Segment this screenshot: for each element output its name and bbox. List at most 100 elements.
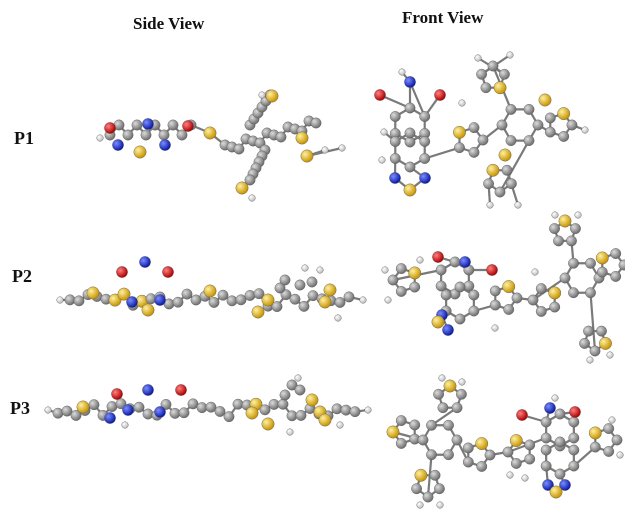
carbon-atom bbox=[389, 111, 401, 122]
carbon-atom bbox=[568, 257, 579, 269]
carbon-atom bbox=[523, 135, 535, 146]
carbon-atom bbox=[568, 460, 580, 472]
carbon-atom bbox=[501, 164, 513, 176]
hydrogen-atom bbox=[581, 126, 589, 134]
carbon-atom bbox=[566, 235, 577, 247]
carbon-atom bbox=[476, 461, 488, 472]
sulfur-atom bbox=[502, 280, 516, 293]
carbon-atom bbox=[568, 416, 580, 428]
carbon-atom bbox=[131, 119, 143, 131]
carbon-atom bbox=[404, 127, 416, 139]
hydrogen-atom bbox=[338, 144, 346, 152]
carbon-atom bbox=[603, 446, 615, 457]
sulfur-atom bbox=[509, 434, 523, 447]
sulfur-atom bbox=[108, 293, 122, 307]
carbon-atom bbox=[443, 419, 454, 431]
carbon-atom bbox=[233, 143, 245, 155]
carbon-atom bbox=[409, 281, 421, 293]
carbon-atom bbox=[208, 297, 220, 308]
carbon-atom bbox=[462, 442, 474, 454]
carbon-atom bbox=[122, 129, 134, 141]
hydrogen-atom bbox=[121, 421, 129, 429]
nitrogen-atom bbox=[139, 256, 151, 268]
sulfur-atom bbox=[235, 181, 249, 195]
nitrogen-atom bbox=[112, 139, 124, 151]
nitrogen-atom bbox=[404, 76, 416, 88]
carbon-atom bbox=[535, 306, 547, 317]
sulfur-atom bbox=[386, 425, 400, 439]
carbon-atom bbox=[511, 292, 523, 304]
carbon-atom bbox=[589, 441, 601, 453]
carbon-atom bbox=[440, 289, 452, 301]
carbon-atom bbox=[484, 449, 496, 461]
carbon-atom bbox=[610, 271, 622, 282]
hydrogen-atom bbox=[574, 211, 582, 219]
carbon-atom bbox=[142, 408, 154, 420]
carbon-atom bbox=[64, 294, 76, 306]
carbon-atom bbox=[286, 379, 298, 391]
carbon-atom bbox=[449, 256, 461, 268]
sulfur-atom bbox=[408, 266, 422, 280]
oxygen-atom bbox=[486, 264, 498, 276]
carbon-atom bbox=[487, 60, 499, 72]
carbon-atom bbox=[462, 456, 474, 468]
carbon-atom bbox=[568, 432, 580, 444]
carbon-atom bbox=[523, 104, 535, 115]
hydrogen-atom bbox=[96, 134, 104, 142]
carbon-atom bbox=[434, 483, 445, 495]
sulfur-atom bbox=[76, 400, 90, 414]
carbon-atom bbox=[52, 407, 64, 419]
hydrogen-atom bbox=[506, 471, 514, 479]
carbon-atom bbox=[544, 112, 556, 124]
carbon-atom bbox=[389, 136, 401, 147]
oxygen-atom bbox=[116, 266, 128, 278]
side-view-header: Side View bbox=[133, 14, 205, 33]
hydrogen-atom bbox=[364, 406, 372, 414]
carbon-atom bbox=[506, 178, 517, 190]
carbon-atom bbox=[499, 68, 510, 80]
sulfur-atom bbox=[318, 295, 332, 309]
hydrogen-atom bbox=[381, 266, 389, 274]
nitrogen-atom bbox=[459, 256, 471, 268]
sulfur-atom bbox=[203, 284, 217, 298]
carbon-atom bbox=[140, 129, 152, 141]
sulfur-atom bbox=[403, 183, 417, 197]
carbon-atom bbox=[253, 288, 265, 300]
hydrogen-atom bbox=[384, 296, 392, 304]
carbon-atom bbox=[596, 266, 608, 278]
carbon-atom bbox=[454, 313, 466, 325]
hydrogen-atom bbox=[294, 374, 302, 382]
sulfur-atom bbox=[300, 149, 314, 163]
carbon-atom bbox=[172, 296, 184, 308]
carbon-atom bbox=[502, 446, 514, 458]
carbon-atom bbox=[294, 384, 306, 396]
carbon-atom bbox=[404, 161, 416, 173]
sulfur-atom bbox=[431, 315, 445, 329]
carbon-atom bbox=[275, 131, 287, 143]
carbon-atom bbox=[419, 153, 431, 164]
hydrogen-atom bbox=[551, 394, 559, 402]
carbon-atom bbox=[583, 325, 594, 337]
sulfur-atom bbox=[261, 293, 275, 307]
sulfur-atom bbox=[323, 283, 337, 297]
carbon-atom bbox=[610, 248, 622, 259]
hydrogen-atom bbox=[416, 256, 424, 264]
nitrogen-atom bbox=[544, 402, 556, 414]
hydrogen-atom bbox=[486, 201, 494, 209]
carbon-atom bbox=[298, 300, 310, 312]
hydrogen-atom bbox=[336, 421, 344, 429]
hydrogen-atom bbox=[551, 211, 559, 219]
oxygen-atom bbox=[432, 251, 444, 263]
sulfur-atom bbox=[305, 393, 319, 407]
nitrogen-atom bbox=[142, 118, 154, 130]
hydrogen-atom bbox=[248, 194, 256, 202]
carbon-atom bbox=[223, 411, 235, 423]
carbon-atom bbox=[389, 153, 401, 164]
hydrogen-atom bbox=[586, 356, 594, 364]
carbon-atom bbox=[395, 438, 407, 449]
carbon-atom bbox=[429, 469, 441, 481]
bond bbox=[499, 140, 530, 193]
carbon-atom bbox=[178, 407, 190, 419]
sulfur-atom bbox=[141, 303, 155, 317]
